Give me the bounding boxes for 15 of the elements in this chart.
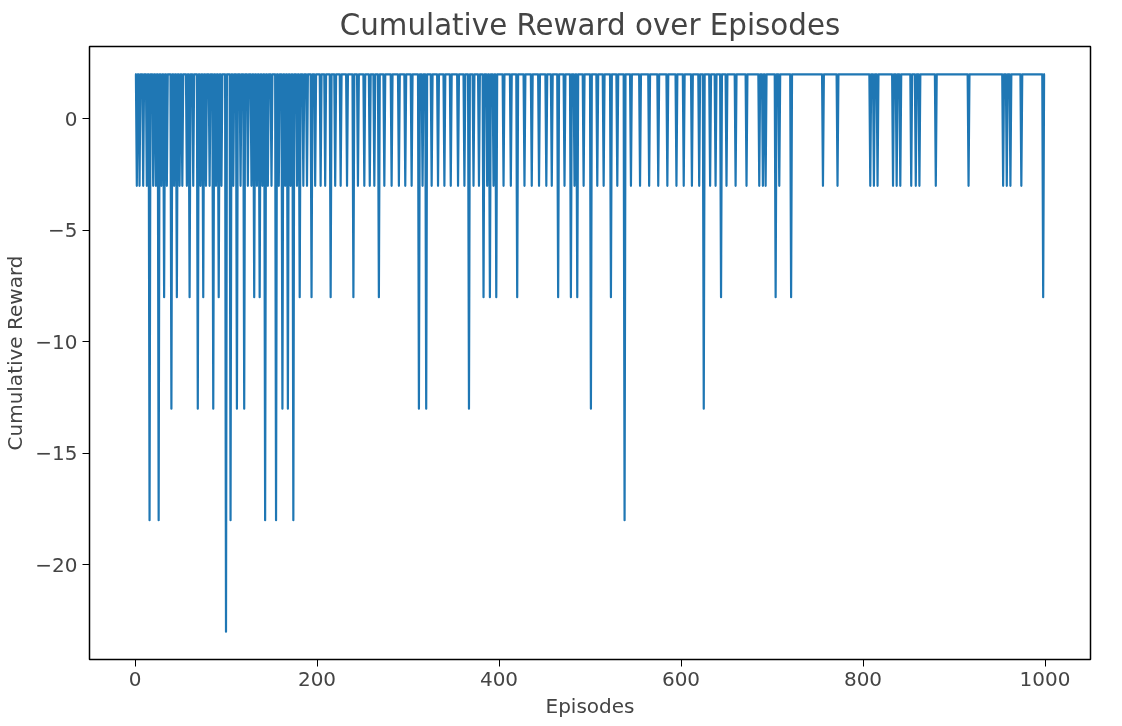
x-tick-label: 1000 — [1019, 666, 1071, 691]
line-series — [133, 73, 1047, 633]
y-tick-label: −10 — [35, 329, 78, 354]
x-tick-label: 0 — [128, 666, 142, 691]
x-tick-label: 200 — [297, 666, 337, 691]
chart-title: Cumulative Reward over Episodes — [339, 7, 841, 42]
x-axis-title: Episodes — [545, 693, 635, 718]
x-tick-label: 400 — [479, 666, 519, 691]
y-tick-label: −15 — [35, 441, 78, 466]
y-tick-label: −5 — [48, 218, 78, 243]
x-tick-label: 600 — [661, 666, 701, 691]
y-tick-label: −20 — [35, 552, 78, 577]
x-tick-label: 800 — [843, 666, 883, 691]
y-axis-title: Cumulative Reward — [3, 255, 28, 451]
y-tick-label: 0 — [64, 106, 78, 131]
